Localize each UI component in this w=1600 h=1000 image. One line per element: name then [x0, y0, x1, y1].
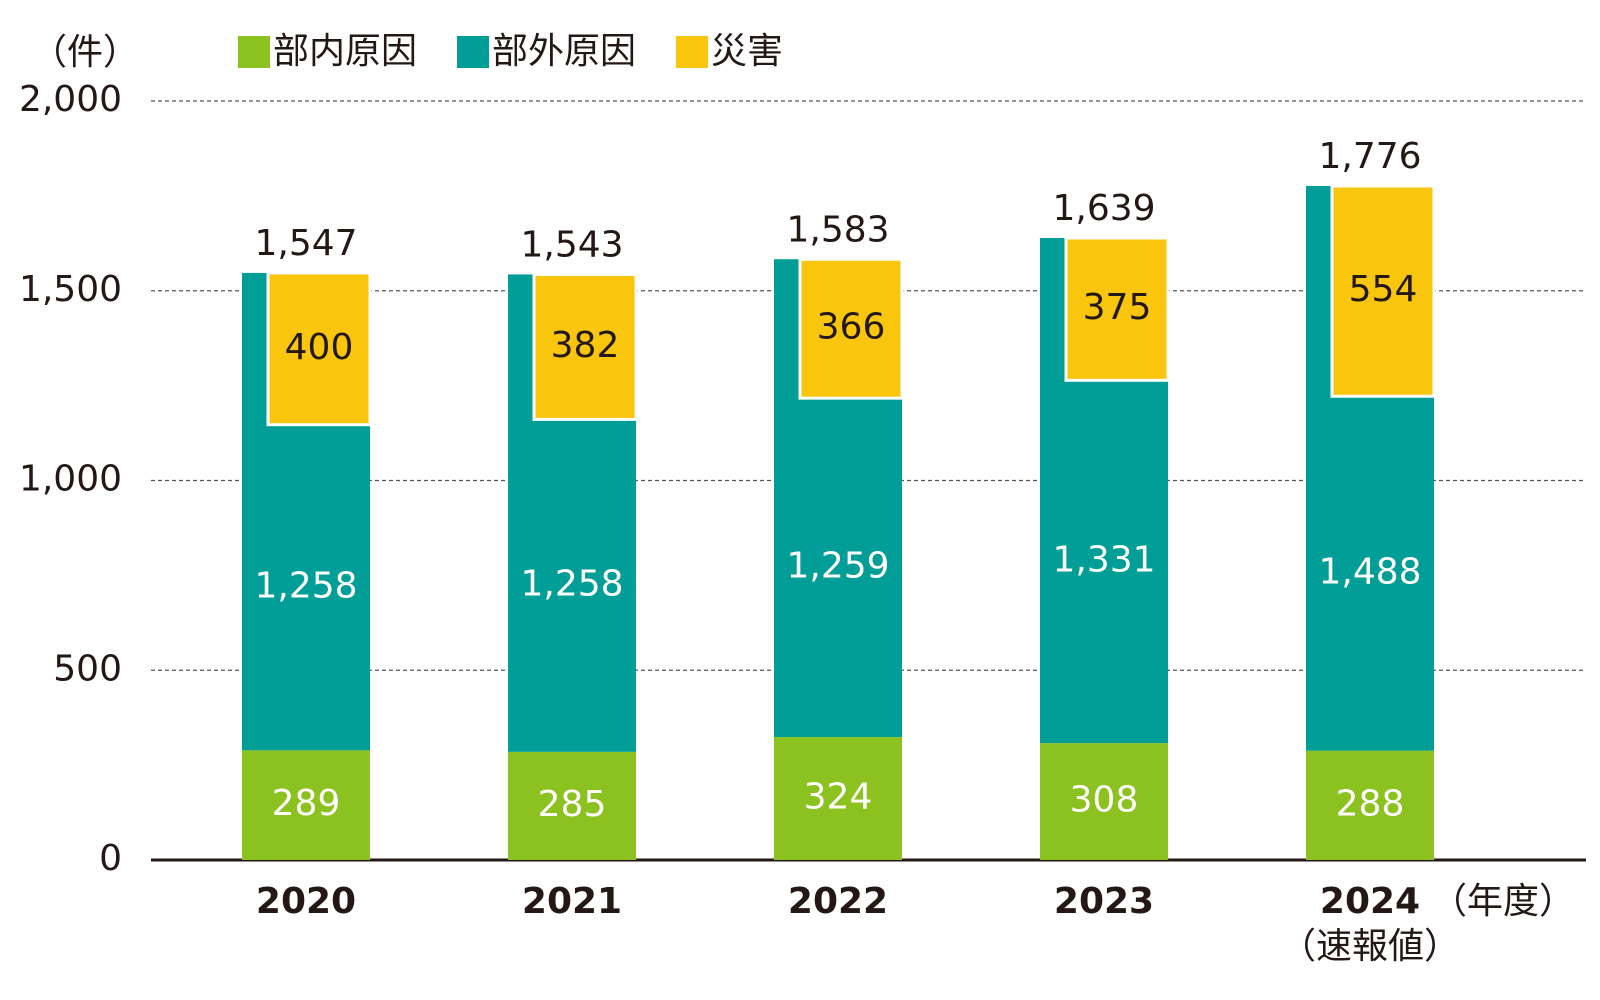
value-label: 375	[1083, 287, 1152, 328]
x-tick-label: 2022	[788, 881, 888, 922]
total-label: 1,543	[520, 224, 623, 265]
value-label: 324	[804, 777, 873, 818]
legend-label: 部外原因	[492, 31, 636, 72]
value-label: 1,488	[1318, 551, 1421, 592]
legend-swatch	[457, 36, 490, 68]
value-label: 289	[272, 783, 341, 824]
value-label: 366	[817, 307, 886, 348]
bar-segment	[242, 750, 370, 860]
value-label: 288	[1336, 783, 1405, 824]
legend-label: 部内原因	[273, 31, 417, 72]
legend-label: 災害	[711, 31, 783, 72]
bar-segment	[1306, 750, 1434, 860]
value-label: 308	[1070, 780, 1139, 821]
bar-segment	[774, 737, 902, 860]
bar-inset	[532, 272, 638, 421]
total-label: 1,776	[1318, 136, 1421, 177]
y-tick-label: 1,500	[19, 269, 122, 310]
value-label: 1,258	[254, 566, 357, 607]
legend-swatch	[238, 36, 270, 68]
value-label: 285	[538, 784, 607, 825]
y-tick-label: 500	[53, 648, 122, 689]
value-label: 1,259	[786, 546, 889, 587]
y-tick-label: 2,000	[19, 79, 122, 120]
x-tick-label: 2023	[1054, 881, 1154, 922]
bar-inset	[266, 271, 372, 427]
legend-swatch	[676, 36, 709, 68]
bar-segment	[508, 751, 636, 860]
x-tick-label: 2020	[256, 881, 356, 922]
value-label: 400	[285, 327, 354, 368]
x-tick-label: 2021	[522, 881, 622, 922]
total-label: 1,547	[254, 223, 357, 264]
value-label: 1,331	[1052, 540, 1155, 581]
value-label: 554	[1349, 269, 1418, 310]
y-unit: （件）	[31, 32, 139, 73]
value-label: 1,258	[520, 564, 623, 605]
total-label: 1,583	[786, 209, 889, 250]
x-tick-label: 2024	[1320, 881, 1420, 922]
y-tick-label: 1,000	[19, 459, 122, 500]
bar-segment	[1040, 743, 1168, 860]
value-label: 382	[551, 325, 620, 366]
legend: 部内原因 部外原因 災害	[238, 31, 783, 72]
bar-inset	[1064, 236, 1170, 382]
x-unit: （年度）	[1431, 881, 1575, 922]
bar-inset	[798, 257, 904, 400]
x-tick-note: （速報値）	[1280, 926, 1460, 967]
y-tick-label: 0	[99, 838, 122, 879]
total-label: 1,639	[1052, 188, 1155, 229]
bar-inset	[1330, 184, 1436, 398]
